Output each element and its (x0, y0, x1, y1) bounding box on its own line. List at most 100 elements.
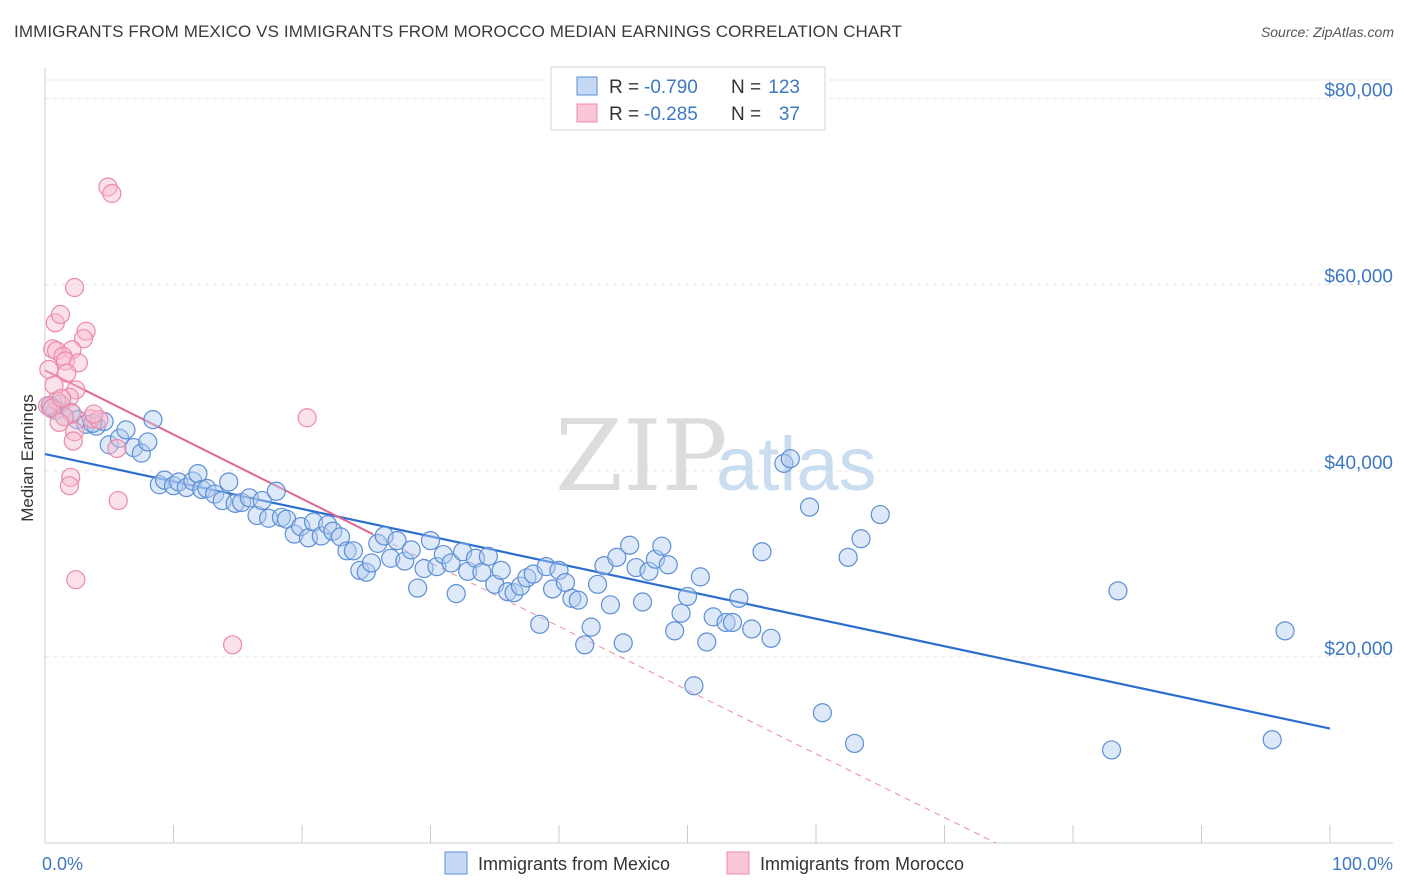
trend-line-morocco (44, 369, 374, 535)
point-mexico (381, 548, 401, 568)
gridlines (45, 79, 1393, 658)
point-mexico (562, 588, 582, 608)
x-tick-label-min: 0.0% (42, 854, 83, 874)
series-legend: Immigrants from Mexico Immigrants from M… (444, 851, 964, 875)
points-mexico (40, 394, 1295, 760)
point-mexico (337, 541, 357, 561)
legend-n-value-mexico: 123 (768, 77, 800, 98)
point-mexico (491, 560, 511, 580)
chart-source: Source: ZipAtlas.com (1260, 24, 1394, 40)
point-mexico (658, 555, 678, 575)
point-morocco (73, 329, 94, 349)
point-mexico (671, 603, 691, 623)
series-legend-label-mexico: Immigrants from Mexico (478, 854, 670, 874)
point-mexico (219, 472, 239, 492)
point-morocco (64, 277, 85, 298)
points-morocco (37, 177, 317, 655)
point-mexico (851, 529, 871, 549)
point-mexico (684, 676, 704, 696)
legend-n-label-morocco: N = (731, 104, 761, 125)
axes (44, 68, 1393, 844)
point-morocco (66, 380, 86, 400)
point-mexico (838, 547, 858, 567)
point-mexico (188, 463, 208, 484)
series-legend-label-morocco: Immigrants from Morocco (760, 854, 964, 874)
point-mexico (639, 561, 659, 581)
legend-r-label-mexico: R = (609, 77, 639, 98)
point-mexico (1262, 730, 1282, 750)
point-mexico (780, 449, 800, 469)
point-morocco (50, 304, 71, 325)
legend-r-value-morocco: -0.285 (644, 104, 698, 125)
point-mexico (613, 633, 633, 653)
point-morocco (223, 635, 243, 655)
point-mexico (1275, 621, 1295, 641)
x-tick-label-max: 100.0% (1332, 854, 1393, 874)
point-morocco (59, 387, 80, 407)
point-mexico (568, 590, 588, 610)
point-morocco (297, 408, 317, 428)
point-mexico (870, 504, 890, 525)
point-mexico (408, 578, 428, 598)
point-mexico (716, 612, 736, 633)
legend-n-label-mexico: N = (731, 77, 761, 98)
point-mexico (581, 617, 601, 637)
point-mexico (356, 562, 376, 582)
point-mexico (143, 410, 163, 430)
point-mexico (536, 557, 556, 577)
series-legend-swatch-mexico (444, 851, 468, 875)
point-mexico (446, 584, 466, 604)
trend-lines (44, 369, 1331, 844)
point-morocco (49, 412, 69, 433)
point-morocco (89, 410, 109, 430)
trend-line-mexico (44, 452, 1331, 730)
point-morocco (102, 183, 122, 204)
point-mexico (722, 612, 743, 633)
point-mexico (361, 553, 381, 573)
point-mexico (632, 592, 653, 612)
point-mexico (427, 557, 447, 577)
point-morocco (52, 388, 72, 408)
point-mexico (626, 557, 646, 578)
y-tick-label: $60,000 (1324, 267, 1393, 288)
point-mexico (1108, 581, 1128, 601)
point-mexico (116, 420, 136, 440)
point-mexico (530, 614, 550, 634)
point-morocco (108, 490, 128, 511)
point-morocco (63, 431, 83, 451)
point-mexico (205, 484, 225, 504)
point-mexico (350, 560, 370, 580)
legend-swatch-morocco (576, 103, 598, 123)
point-mexico (420, 530, 441, 551)
point-morocco (57, 363, 77, 383)
point-mexico (368, 533, 388, 553)
trend-line-morocco-extension (372, 533, 997, 844)
point-mexico (266, 481, 286, 501)
watermark-atlas: atlas (716, 422, 877, 507)
point-mexico (401, 540, 421, 560)
chart-title: IMMIGRANTS FROM MEXICO VS IMMIGRANTS FRO… (14, 22, 902, 41)
y-tick-label: $40,000 (1324, 453, 1393, 474)
legend-r-label-morocco: R = (609, 104, 639, 125)
point-mexico (620, 535, 640, 555)
point-mexico (441, 553, 461, 573)
point-mexico (742, 619, 762, 639)
point-mexico (395, 551, 415, 571)
point-mexico (387, 530, 407, 551)
correlation-legend: R = -0.790 N = 123 R = -0.285 N = 37 (550, 66, 826, 131)
point-morocco (54, 407, 74, 427)
point-mexico (799, 497, 820, 517)
point-mexico (154, 470, 175, 490)
point-mexico (343, 541, 363, 561)
point-mexico (587, 574, 608, 594)
point-mexico (607, 547, 627, 567)
point-mexico (311, 526, 331, 546)
point-morocco (107, 438, 127, 459)
y-tick-label: $80,000 (1324, 81, 1393, 102)
point-mexico (752, 542, 772, 562)
point-mexico (252, 490, 272, 511)
y-tick-labels: $20,000 $40,000 $60,000 $80,000 (1324, 81, 1393, 660)
legend-n-value-morocco: 37 (779, 104, 800, 125)
point-mexico (478, 546, 498, 567)
